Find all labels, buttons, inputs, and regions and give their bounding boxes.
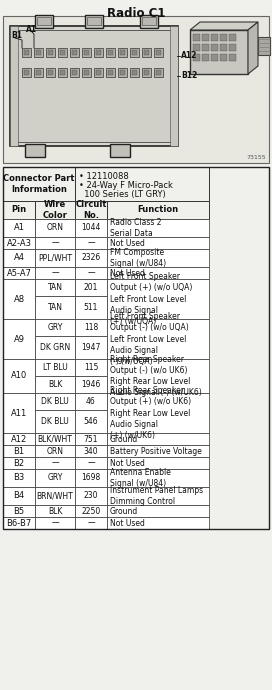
Bar (202, 44, 209, 51)
Bar (70, 68, 79, 77)
Bar (132, 70, 137, 75)
Bar (35, 219, 75, 237)
Text: BRN/WHT: BRN/WHT (37, 491, 73, 500)
Bar (3, 249, 35, 267)
Bar (37, 17, 51, 25)
Text: Not Used: Not Used (110, 458, 145, 468)
Bar (96, 70, 101, 75)
Text: B4: B4 (13, 491, 24, 500)
Text: Wire
Color: Wire Color (42, 200, 67, 220)
Bar (24, 50, 29, 55)
Text: B12: B12 (181, 72, 197, 81)
Text: Battery Positive Voltage: Battery Positive Voltage (110, 446, 202, 455)
Text: Right Rear Speaker
Output (+) (w/o UK6)
Right Rear Low Level
Audio Signal
(+) (w: Right Rear Speaker Output (+) (w/o UK6) … (110, 386, 191, 440)
Bar (107, 433, 209, 445)
Bar (202, 34, 209, 41)
Bar (35, 517, 75, 529)
Text: 1698: 1698 (81, 473, 101, 482)
Bar (3, 433, 35, 445)
Text: A1: A1 (26, 26, 37, 34)
Text: Radio C1: Radio C1 (107, 7, 165, 20)
Text: • 24-Way F Micro-Pack: • 24-Way F Micro-Pack (79, 181, 173, 190)
Bar (24, 70, 29, 75)
Bar (156, 70, 161, 75)
Bar (75, 201, 107, 219)
Bar (193, 44, 200, 51)
Text: 100 Series (LT GRY): 100 Series (LT GRY) (79, 190, 166, 199)
Bar (75, 505, 107, 517)
Text: Instrument Panel Lamps
Dimming Control: Instrument Panel Lamps Dimming Control (110, 486, 203, 506)
Bar (82, 68, 91, 77)
Text: —: — (51, 518, 59, 527)
Text: Left Front Speaker
Output (-) (w/o UQA)
Left Front Low Level
Audio Signal
(-) (w: Left Front Speaker Output (-) (w/o UQA) … (110, 313, 189, 366)
Bar (3, 517, 35, 529)
Bar (22, 48, 31, 57)
Bar (35, 457, 75, 469)
Text: B5: B5 (13, 506, 24, 515)
Bar (3, 279, 35, 319)
Text: 73155: 73155 (246, 155, 266, 160)
Bar (108, 50, 113, 55)
Text: 1044: 1044 (81, 224, 101, 233)
Bar (107, 505, 209, 517)
Bar (35, 359, 75, 376)
Bar (229, 34, 236, 41)
Bar (35, 410, 75, 433)
Bar (229, 54, 236, 61)
Bar (35, 487, 75, 505)
Text: 751: 751 (84, 435, 98, 444)
Bar (154, 48, 163, 57)
Text: BLK/WHT: BLK/WHT (38, 435, 72, 444)
Bar (75, 393, 107, 410)
Bar (3, 167, 269, 529)
Text: Connector Part
Information: Connector Part Information (3, 174, 75, 194)
Bar (35, 505, 75, 517)
Bar (144, 70, 149, 75)
Bar (10, 26, 18, 146)
Bar (84, 70, 89, 75)
Bar (75, 219, 107, 237)
Bar (75, 267, 107, 279)
Bar (35, 319, 75, 336)
Text: Left Front Speaker
Output (+) (w/o UQA)
Left Front Low Level
Audio Signal
(+) (w: Left Front Speaker Output (+) (w/o UQA) … (110, 273, 192, 326)
Bar (3, 219, 35, 237)
Bar (229, 44, 236, 51)
Bar (75, 319, 107, 336)
Bar (35, 15, 53, 28)
Bar (75, 279, 107, 296)
Text: Antenna Enable
Signal (w/U84): Antenna Enable Signal (w/U84) (110, 468, 171, 488)
Text: GRY: GRY (47, 323, 63, 332)
Bar (193, 54, 200, 61)
Text: DK BLU: DK BLU (41, 397, 69, 406)
Bar (34, 48, 43, 57)
Text: Radio Class 2
Serial Data: Radio Class 2 Serial Data (110, 218, 162, 238)
Bar (46, 48, 55, 57)
Bar (75, 167, 209, 201)
Bar (35, 279, 75, 296)
Bar (132, 50, 137, 55)
Bar (75, 336, 107, 359)
Bar (72, 70, 77, 75)
Bar (118, 48, 127, 57)
Text: TAN: TAN (48, 303, 63, 312)
Bar (107, 219, 209, 237)
Text: ORN: ORN (47, 446, 63, 455)
Bar (35, 267, 75, 279)
Bar (35, 445, 75, 457)
Bar (75, 249, 107, 267)
Text: B6-B7: B6-B7 (6, 518, 32, 527)
Bar (96, 50, 101, 55)
Bar (35, 249, 75, 267)
Bar (14, 30, 174, 142)
Bar (3, 267, 35, 279)
Text: —: — (87, 268, 95, 277)
Bar (107, 393, 209, 433)
Bar (107, 487, 209, 505)
Text: A9: A9 (14, 335, 24, 344)
Bar (142, 17, 156, 25)
Bar (36, 50, 41, 55)
Bar (75, 445, 107, 457)
Text: —: — (87, 518, 95, 527)
Bar (156, 50, 161, 55)
Text: 1947: 1947 (81, 343, 101, 352)
